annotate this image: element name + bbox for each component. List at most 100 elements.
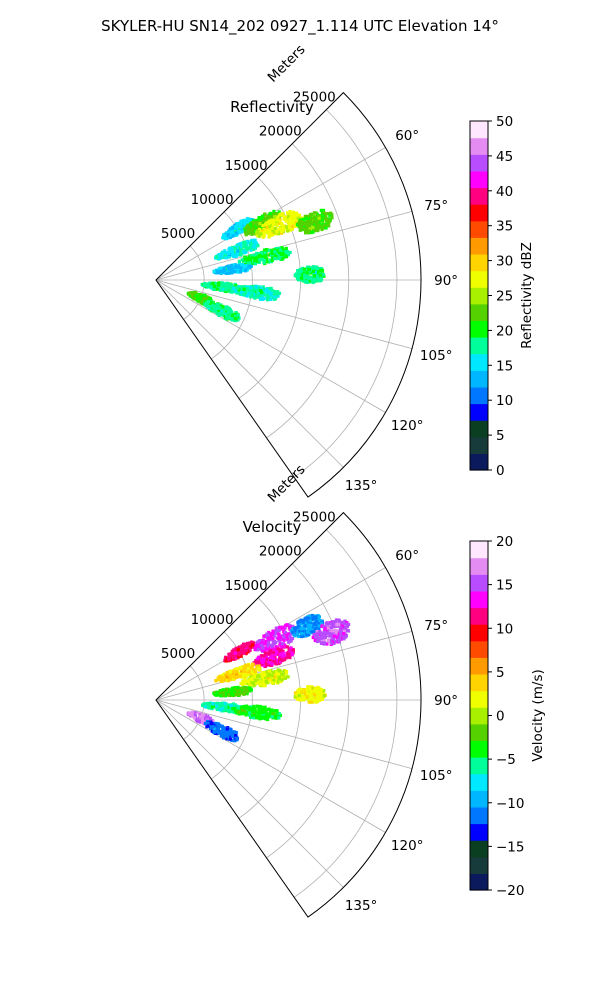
range-gridline [238,177,301,399]
data-gate [265,291,269,295]
data-gate [247,673,251,677]
data-gate [248,711,252,715]
data-gate [248,259,252,263]
data-gate [227,284,231,288]
angle-tick-label: 60° [395,548,419,564]
data-gate [233,314,237,318]
data-gate [217,702,221,706]
data-gate [242,704,246,709]
data-gate [280,625,284,629]
data-gate [269,218,273,222]
data-gate [310,221,314,225]
data-gate [233,737,237,741]
data-gate [300,627,304,631]
data-gate [225,231,229,235]
data-gate [230,226,235,230]
data-gate [240,290,244,294]
data-gate [256,642,260,646]
data-gate [342,627,346,631]
data-gate [233,263,237,267]
data-gate [271,670,275,674]
data-gate [271,712,275,716]
data-gate [296,216,300,220]
data-gate [238,290,242,294]
data-gate [312,274,316,278]
data-gate [275,249,279,253]
angle-tick-label: 75° [424,618,448,634]
data-gate [279,636,283,640]
colorbar-tick-label: 10 [496,621,513,637]
data-gate [230,250,234,254]
data-gate [257,253,262,257]
data-gate [302,270,306,274]
data-gate [260,257,264,261]
data-gate [276,294,280,298]
data-gate [272,222,276,226]
echo-cell [231,284,282,302]
data-gate [261,673,266,677]
data-gate [263,646,267,650]
data-gate [311,687,315,691]
data-gate [244,233,248,237]
data-gate [303,693,307,697]
data-gate [281,651,285,655]
data-gate [261,216,265,220]
data-gate [267,219,271,223]
data-gate [300,632,304,636]
echo-cell [231,704,283,722]
data-gate [270,258,274,262]
data-gate [250,238,254,242]
data-gate [220,269,224,273]
data-gate [313,687,317,691]
data-gate [332,638,336,642]
data-gate [265,260,269,264]
data-gate [247,669,251,673]
data-gate [283,644,288,648]
data-gate [268,661,272,665]
data-gate [238,270,243,274]
polar-sector-background [156,92,421,498]
data-gate [275,218,280,222]
echo-cell [214,238,260,261]
data-gate [223,268,227,272]
data-gate [262,260,266,265]
data-gate [253,647,257,651]
range-gridline [293,529,398,898]
data-gate [221,313,225,317]
data-gate [241,673,245,677]
data-gate [239,652,243,656]
data-gate [265,248,269,252]
data-gate [308,221,312,225]
data-gate [258,646,262,650]
data-gate [268,287,272,291]
colorbar-segment [470,320,488,338]
range-tick-label: 15000 [225,578,268,594]
data-gate [211,309,215,313]
data-gate [317,698,321,702]
data-gate [227,271,231,275]
data-gate [297,221,301,225]
data-gate [264,633,268,638]
data-gate [252,716,256,720]
data-gate [229,290,233,294]
data-gate [277,714,281,718]
data-gate [222,308,226,312]
colorbar-tick-label: 45 [496,149,513,165]
data-gate [314,634,318,639]
data-gate [232,677,236,681]
data-gate [256,231,260,235]
data-gate [252,284,256,288]
data-gate [338,636,342,640]
data-gate [242,265,246,269]
data-gate [317,274,321,278]
angle-tick-label: 90° [434,273,458,289]
data-gate [248,219,253,223]
data-gate [325,631,329,635]
data-gate [319,692,323,696]
data-gate [250,221,254,225]
data-gate [322,638,326,642]
data-gate [288,656,292,660]
colorbar-segment [470,121,488,139]
data-gate [246,239,250,243]
data-gate [190,714,194,718]
